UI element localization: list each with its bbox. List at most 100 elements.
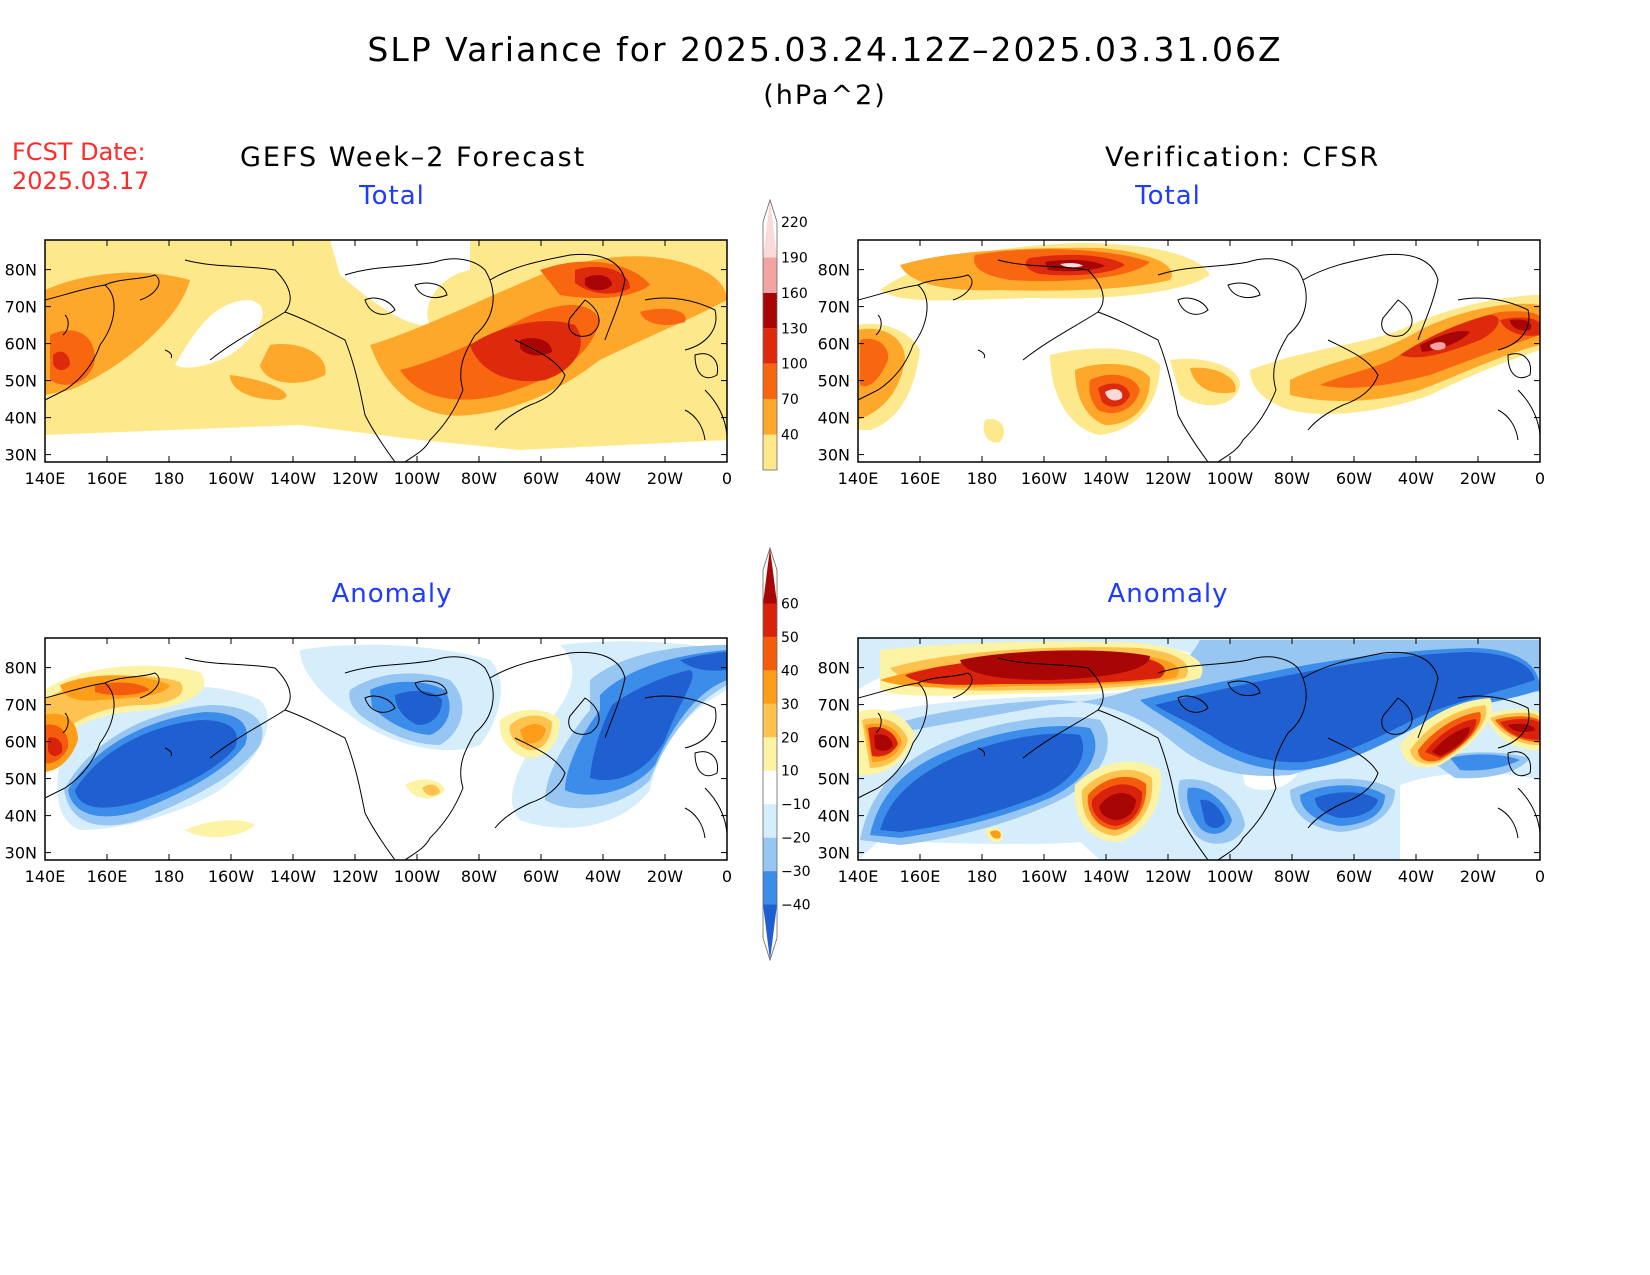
- lat-tick-label: 60N: [818, 335, 850, 354]
- map-verification-anomaly: [858, 638, 1540, 860]
- colorbar-level-label: 60: [781, 596, 799, 612]
- coastline-segment: [1457, 297, 1530, 351]
- coastline-segment: [184, 657, 291, 759]
- coastline-segment: [568, 299, 600, 337]
- coastline-segment: [1177, 297, 1209, 315]
- lat-tick-label: 80N: [818, 659, 850, 678]
- verification-anomaly-shading: [858, 638, 1540, 860]
- colorbar-swatch: [763, 328, 777, 364]
- forecast-date-value: 2025.03.17: [12, 167, 150, 195]
- lat-tick-label: 70N: [818, 696, 850, 715]
- colorbar-level-label: 100: [781, 357, 808, 373]
- lon-tick-label: 60W: [523, 867, 559, 886]
- colorbar-level-label: 130: [781, 321, 808, 337]
- coastline-segment: [62, 314, 69, 336]
- map-verification-total: [858, 240, 1540, 462]
- lon-tick-label: 60W: [1336, 469, 1372, 488]
- coastline-segment: [694, 353, 719, 379]
- lat-tick-label: 30N: [818, 446, 850, 465]
- lon-tick-label: 160W: [1021, 469, 1068, 488]
- colorbar-outline: [762, 546, 778, 962]
- lat-tick-label: 70N: [818, 298, 850, 317]
- lat-tick-label: 50N: [818, 372, 850, 391]
- coastline-segment: [1507, 751, 1532, 777]
- coastline-segment: [364, 297, 396, 315]
- forecast-total-shading: [45, 240, 727, 462]
- coastline-segment: [875, 712, 882, 734]
- lat-tick-label: 50N: [818, 770, 850, 789]
- lon-tick-label: 180: [154, 867, 185, 886]
- coastline-segment: [344, 258, 494, 391]
- colorbar-swatch: [763, 399, 777, 435]
- coastline-segment: [164, 349, 173, 359]
- colorbar-swatch: [763, 770, 777, 805]
- lon-tick-label: 0: [722, 867, 732, 886]
- colorbar-swatch: [763, 548, 777, 604]
- lat-tick-label: 80N: [818, 261, 850, 280]
- colorbar-total: 40 70 100 130 160 190 220: [762, 198, 808, 471]
- colorbar-level-label: 70: [781, 392, 799, 408]
- lat-tick-label: 60N: [818, 733, 850, 752]
- lon-tick-label: 140W: [1083, 867, 1130, 886]
- coastline-segment: [644, 695, 717, 749]
- coastline-segment: [1217, 389, 1277, 463]
- lon-tick-label: 20W: [647, 867, 683, 886]
- frame-forecast-total: [44, 239, 728, 463]
- colorbar-swatch: [763, 904, 777, 960]
- lon-tick-label: 120W: [332, 469, 379, 488]
- lon-tick-label: 0: [722, 469, 732, 488]
- lon-tick-label: 160W: [208, 469, 255, 488]
- lon-tick-label: 80W: [461, 469, 497, 488]
- coastline-segment: [1457, 695, 1530, 749]
- coastline-segment: [414, 282, 448, 298]
- colorbar-outline: [762, 198, 778, 471]
- forecast-date-caption: FCST Date:: [12, 138, 146, 166]
- coastline-segment: [875, 314, 882, 336]
- panel-title-verification-anomaly: Anomaly: [1107, 579, 1229, 609]
- coastline-segment: [857, 682, 928, 799]
- coastline-segment: [104, 672, 160, 699]
- colorbar-swatch: [763, 703, 777, 738]
- lon-tick-label: 60W: [1336, 867, 1372, 886]
- axes-verification-total: 140E 160E 180 160W 140W 120W 100W 80W 60W 40W 20W 0…: [818, 240, 1545, 488]
- colorbar-anomaly: −40 −30 −20 −10 10 20 30 40 50 60: [762, 546, 811, 962]
- lon-tick-label: 180: [967, 867, 998, 886]
- lat-tick-label: 80N: [5, 261, 37, 280]
- forecast-date-label: FCST Date: 2025.03.17: [12, 138, 149, 196]
- coastline-segment: [917, 672, 973, 699]
- main-title: SLP Variance for 2025.03.24.12Z–2025.03.…: [367, 30, 1283, 69]
- coastline-segment: [284, 709, 396, 861]
- colorbar-level-label: −20: [781, 831, 811, 847]
- coastline-segment: [684, 807, 706, 839]
- lon-tick-label: 0: [1535, 867, 1545, 886]
- lon-tick-label: 100W: [1207, 469, 1254, 488]
- coastline-segment: [494, 737, 566, 829]
- lat-tick-label: 40N: [5, 409, 37, 428]
- colorbar-swatch: [763, 200, 777, 258]
- lon-tick-label: 20W: [1460, 867, 1496, 886]
- units-label: (hPa^2): [763, 80, 887, 111]
- map-frames: [44, 239, 1541, 861]
- coastline-segment: [1227, 282, 1261, 298]
- coastline-segment: [1302, 651, 1439, 739]
- colorbar-level-label: 50: [781, 630, 799, 646]
- colorbar-level-label: 30: [781, 697, 799, 713]
- lat-tick-label: 70N: [5, 298, 37, 317]
- colorbar-level-label: 10: [781, 764, 799, 780]
- lat-tick-label: 60N: [5, 335, 37, 354]
- colorbar-level-label: 160: [781, 286, 808, 302]
- coastline-segment: [568, 697, 600, 735]
- coastline-segment: [404, 787, 464, 861]
- lon-tick-label: 180: [154, 469, 185, 488]
- coastline-forecast-total: [44, 253, 728, 463]
- coastline-segment: [62, 712, 69, 734]
- lon-tick-label: 140E: [25, 867, 66, 886]
- left-column-title: GEFS Week–2 Forecast: [240, 142, 587, 173]
- lon-tick-label: 80W: [461, 867, 497, 886]
- colorbar-swatch: [763, 434, 777, 470]
- lon-tick-label: 160E: [900, 867, 941, 886]
- panel-title-forecast-total: Total: [359, 181, 425, 211]
- axes-forecast-total: 140E 160E 180 160W 140W 120W 100W 80W 60W 40W 20W 0…: [5, 240, 732, 488]
- colorbar-swatch: [763, 603, 777, 637]
